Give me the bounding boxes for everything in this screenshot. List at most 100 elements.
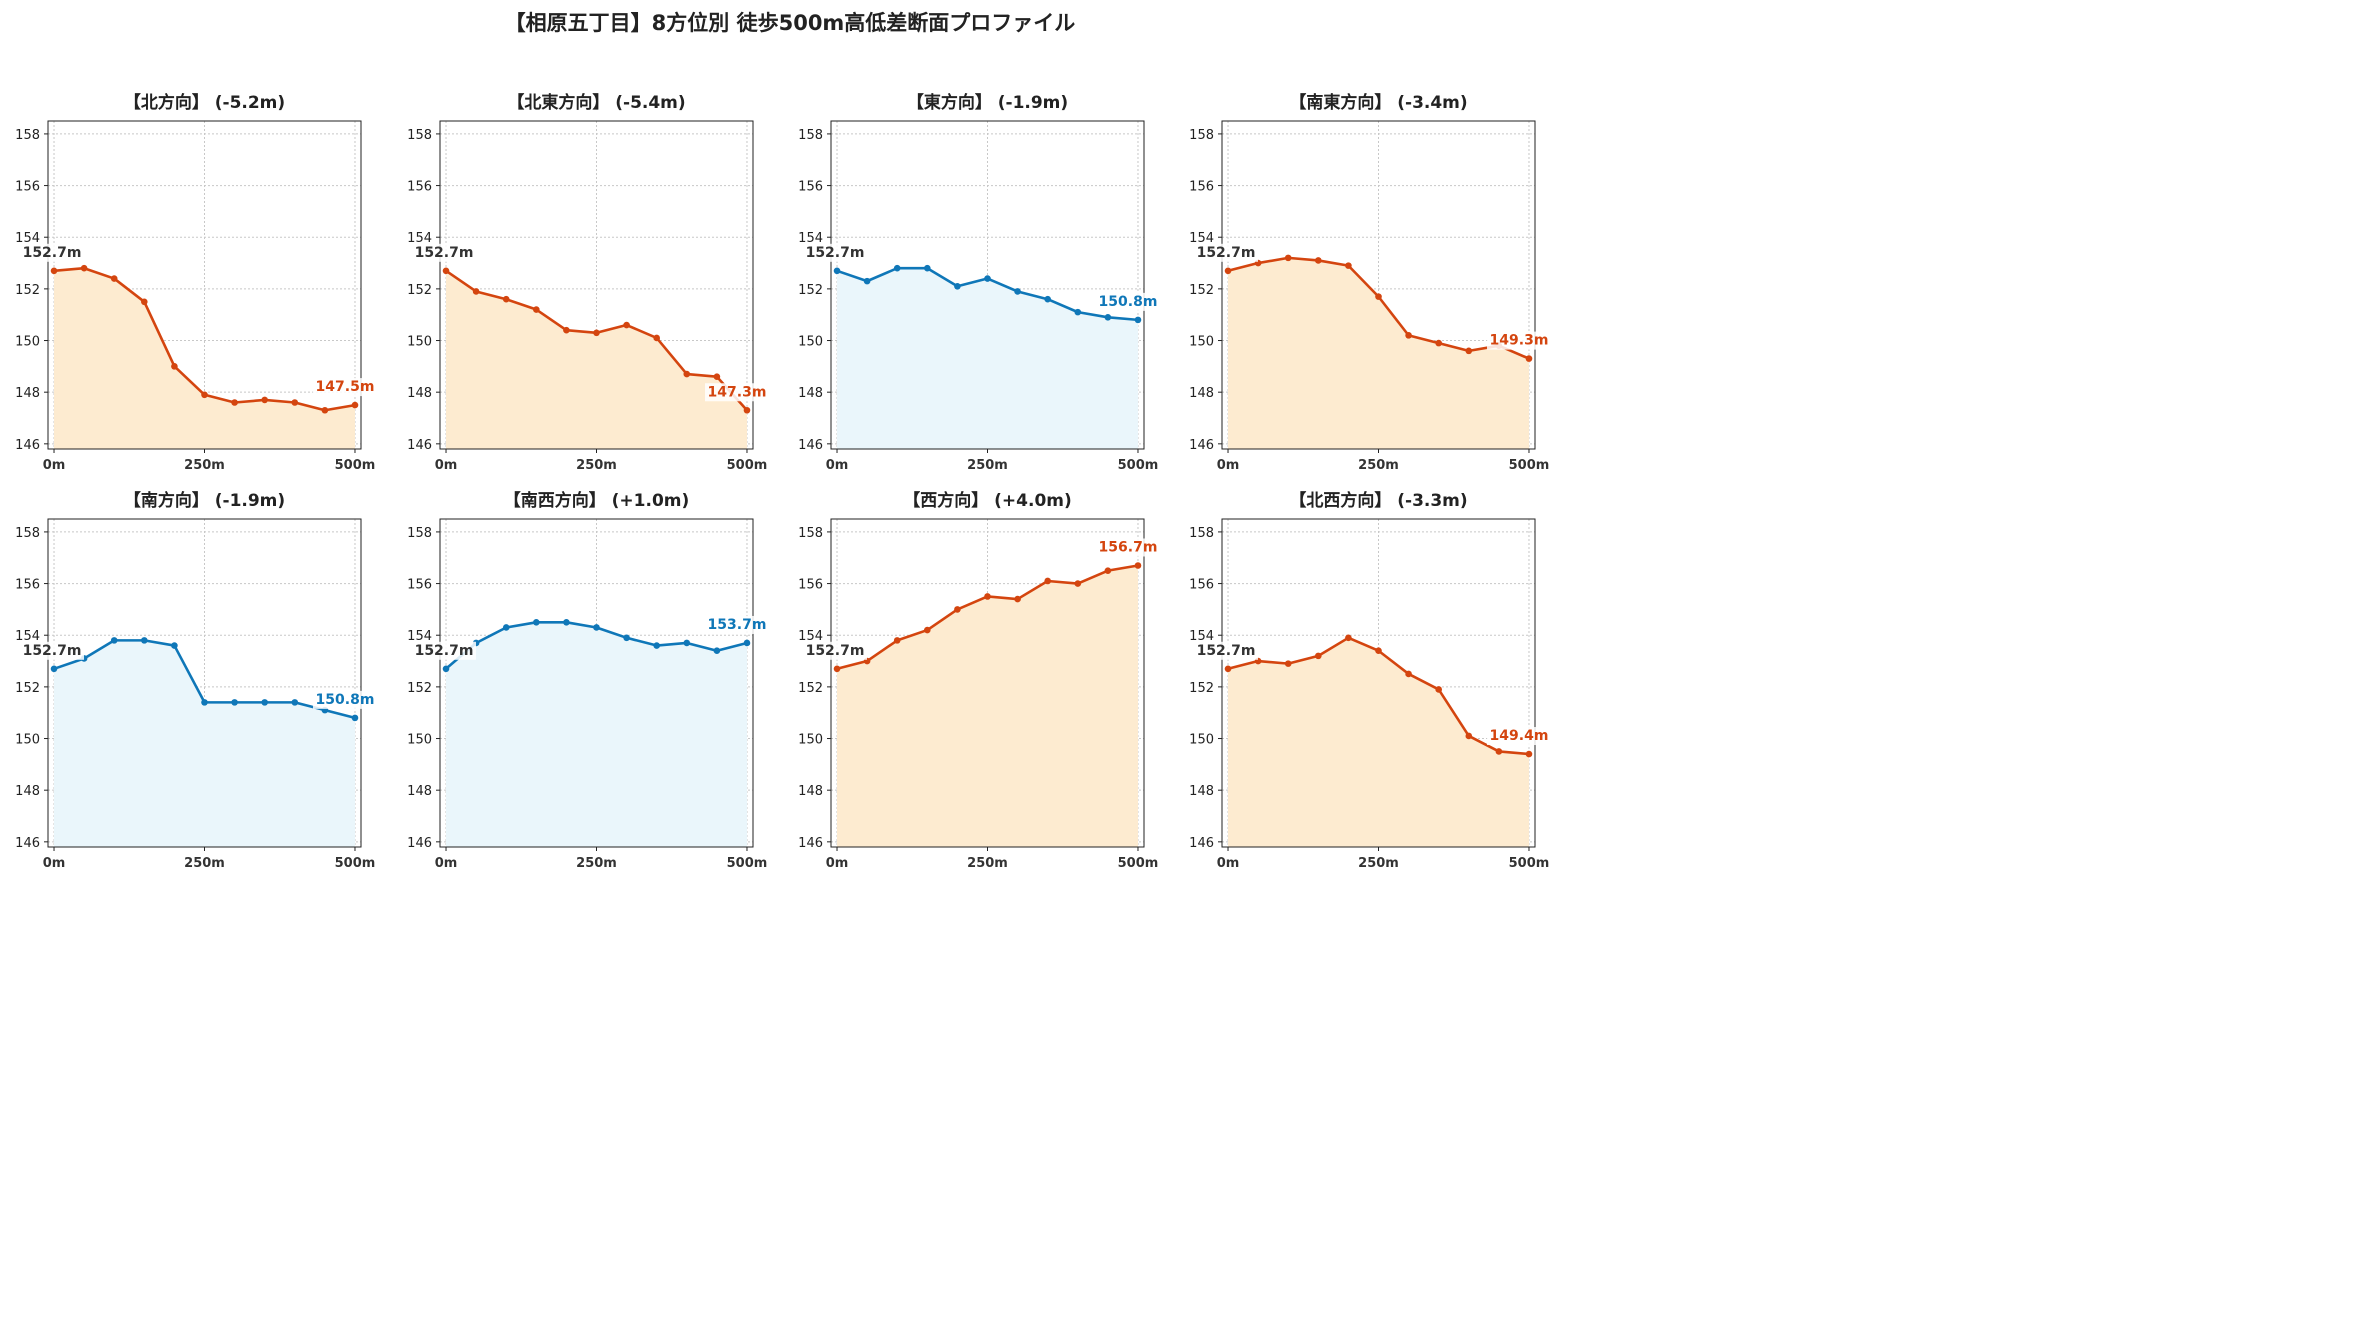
end-label-bg <box>1095 538 1160 557</box>
panel-4: 【南方向】 (-1.9m) 146 148 150 152 154 156 158 0m 250m… <box>15 490 377 871</box>
data-point <box>141 298 148 306</box>
x-tick-label: 0m <box>1217 856 1240 871</box>
x-tick-label: 0m <box>43 856 66 871</box>
x-tick-label: 0m <box>435 458 458 473</box>
y-tick-label: 148 <box>15 386 40 401</box>
y-tick-label: 154 <box>1189 231 1214 246</box>
data-point <box>1435 339 1442 347</box>
y-tick-label: 152 <box>15 681 40 696</box>
data-point <box>291 699 299 706</box>
y-tick-label: 150 <box>798 733 823 748</box>
y-tick-label: 150 <box>1189 335 1214 350</box>
data-point <box>80 264 88 272</box>
y-tick-label: 158 <box>798 526 823 541</box>
data-point <box>984 593 991 600</box>
chart-figure: 【相原五丁目】8方位別 徒歩500m高低差断面プロファイル 【北方向】 (-5.… <box>15 11 1551 871</box>
panel-0: 【北方向】 (-5.2m) 146 148 150 152 154 156 158 0m 250m… <box>15 92 377 473</box>
data-point <box>110 275 118 282</box>
end-value-label: 153.7m <box>708 617 767 633</box>
y-tick-label: 158 <box>407 526 432 541</box>
y-tick-label: 156 <box>407 578 432 593</box>
data-point <box>833 267 841 275</box>
start-label-bg <box>803 641 868 660</box>
y-tick-label: 146 <box>1189 836 1214 851</box>
start-label-bg <box>1194 641 1259 660</box>
end-value-label: 149.3m <box>1490 333 1549 349</box>
data-point <box>954 282 961 290</box>
start-value-label: 152.7m <box>1197 245 1256 261</box>
data-point <box>1044 295 1051 303</box>
end-label-bg <box>1095 292 1160 311</box>
panel-title: 【北西方向】 (-3.3m) <box>1289 490 1467 511</box>
y-tick-label: 152 <box>407 681 432 696</box>
y-tick-label: 148 <box>407 784 432 799</box>
data-point <box>984 275 991 282</box>
y-tick-label: 152 <box>1189 681 1214 696</box>
x-tick-label: 250m <box>576 458 617 473</box>
start-label-bg <box>1194 243 1259 262</box>
data-point <box>321 406 329 414</box>
end-label-bg <box>1486 331 1551 350</box>
y-tick-label: 148 <box>798 386 823 401</box>
data-point <box>713 647 721 655</box>
y-tick-label: 158 <box>1189 526 1214 541</box>
data-point <box>593 624 600 631</box>
x-tick-label: 250m <box>184 856 225 871</box>
data-point <box>924 264 931 272</box>
data-point <box>1104 567 1112 574</box>
x-tick-label: 250m <box>184 458 225 473</box>
data-point <box>1104 313 1112 321</box>
y-tick-label: 158 <box>15 128 40 143</box>
data-point <box>893 637 901 644</box>
data-point <box>893 264 901 272</box>
y-tick-label: 158 <box>798 128 823 143</box>
data-point <box>1525 750 1533 758</box>
data-point <box>653 642 660 649</box>
data-point <box>1465 347 1473 355</box>
data-point <box>50 267 58 275</box>
data-point <box>563 326 570 334</box>
panel-1: 【北東方向】 (-5.4m) 146 148 150 152 154 156 158 0m 250… <box>407 92 769 473</box>
y-tick-label: 152 <box>15 283 40 298</box>
data-point <box>1224 665 1232 673</box>
data-point <box>833 665 841 673</box>
panel-title: 【東方向】 (-1.9m) <box>907 92 1068 113</box>
data-point <box>743 639 751 647</box>
y-tick-label: 146 <box>407 438 432 453</box>
x-tick-label: 0m <box>1217 458 1240 473</box>
data-point <box>1495 748 1503 755</box>
panel-title: 【南方向】 (-1.9m) <box>124 490 285 511</box>
data-point <box>924 626 931 634</box>
end-value-label: 150.8m <box>316 692 375 708</box>
y-tick-label: 152 <box>407 283 432 298</box>
y-tick-label: 146 <box>798 438 823 453</box>
data-point <box>1405 670 1412 678</box>
y-tick-label: 154 <box>407 231 432 246</box>
y-tick-label: 146 <box>1189 438 1214 453</box>
end-label-bg <box>704 383 769 402</box>
data-point <box>1014 288 1021 295</box>
y-tick-label: 146 <box>798 836 823 851</box>
data-point <box>1074 308 1082 316</box>
data-point <box>442 267 450 275</box>
y-tick-label: 156 <box>1189 180 1214 195</box>
data-point <box>231 399 238 406</box>
y-tick-label: 148 <box>798 784 823 799</box>
y-tick-label: 156 <box>798 180 823 195</box>
panel-7: 【北西方向】 (-3.3m) 146 148 150 152 154 156 158 0m 250… <box>1189 490 1551 871</box>
y-tick-label: 150 <box>407 733 432 748</box>
area-fill <box>54 640 355 847</box>
x-tick-label: 500m <box>1509 856 1550 871</box>
data-point <box>713 373 721 380</box>
data-point <box>683 639 691 647</box>
area-fill <box>837 565 1138 847</box>
start-value-label: 152.7m <box>415 643 474 659</box>
start-value-label: 152.7m <box>806 245 865 261</box>
y-tick-label: 154 <box>1189 629 1214 644</box>
panel-title: 【北東方向】 (-5.4m) <box>507 92 685 113</box>
panel-6: 【西方向】 (+4.0m) 146 148 150 152 154 156 158 0m 250m… <box>798 490 1160 871</box>
y-tick-label: 148 <box>1189 386 1214 401</box>
start-value-label: 152.7m <box>23 245 82 261</box>
y-tick-label: 152 <box>798 681 823 696</box>
y-tick-label: 154 <box>798 629 823 644</box>
